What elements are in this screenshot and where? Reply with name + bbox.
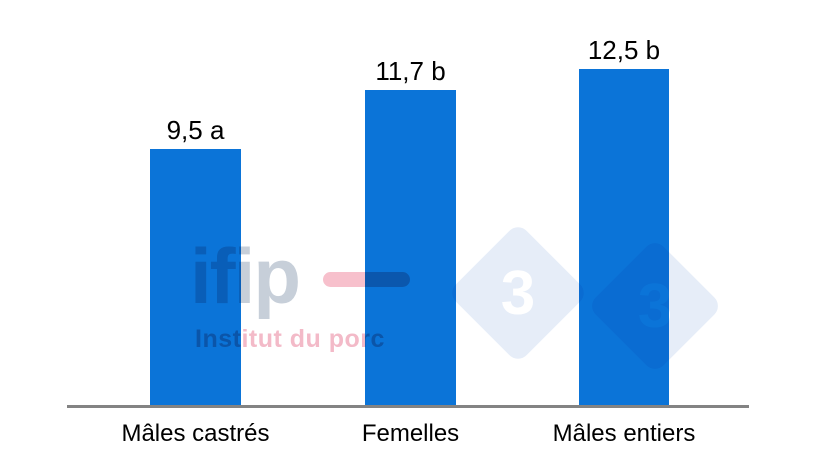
pig333-diamond-icon: 3 [447,222,589,364]
bar [150,149,241,405]
value-label: 9,5 a [166,115,225,145]
category-label: Femelles [361,420,460,447]
diamond-shape [447,222,589,364]
category-label: Mâles castrés [121,420,270,447]
value-label: 12,5 b [587,35,661,65]
diamond-digit: 3 [500,258,536,328]
value-label: 11,7 b [375,56,446,86]
bar [365,90,456,405]
bar [579,69,669,405]
x-axis-line [67,405,749,408]
category-label: Mâles entiers [552,420,696,447]
